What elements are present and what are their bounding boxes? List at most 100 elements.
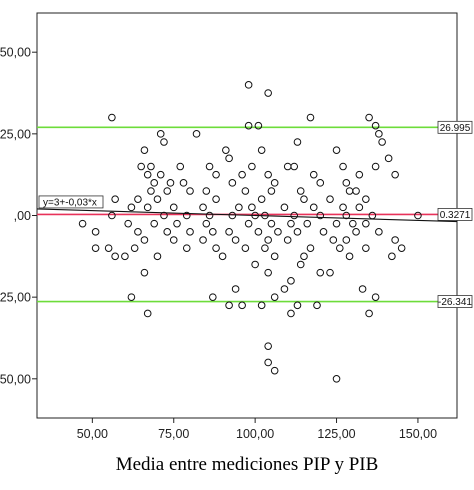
data-point xyxy=(391,170,399,179)
x-axis-label: Media entre mediciones PIP y PIB xyxy=(116,454,379,475)
reference-label: -26.341 xyxy=(438,297,472,308)
data-point xyxy=(264,268,272,277)
data-point xyxy=(300,252,308,261)
data-point xyxy=(306,113,315,122)
data-point xyxy=(209,228,217,236)
x-tick-label: 75,00 xyxy=(158,427,189,441)
data-point xyxy=(160,211,168,220)
data-point xyxy=(140,236,149,244)
data-point xyxy=(375,130,383,138)
data-point xyxy=(111,252,119,261)
data-point xyxy=(124,219,132,228)
data-point xyxy=(238,301,246,310)
data-point xyxy=(228,211,237,220)
data-point xyxy=(319,228,328,236)
y-tick-label: -50,00 xyxy=(0,372,31,386)
data-point xyxy=(202,219,211,228)
data-point xyxy=(316,211,325,220)
data-point xyxy=(296,260,305,269)
data-point xyxy=(127,203,136,212)
data-point xyxy=(231,285,240,293)
reference-lines: 26.995 0.3271 -26.341 xyxy=(37,120,473,308)
data-point xyxy=(143,170,152,179)
regression-line xyxy=(36,208,458,223)
data-point xyxy=(78,219,87,228)
data-point xyxy=(140,268,149,277)
y-tick-label: 25,00 xyxy=(0,127,31,141)
data-point xyxy=(332,146,341,154)
data-point xyxy=(316,179,325,187)
data-point xyxy=(368,211,377,220)
reference-label: 0.3271 xyxy=(440,210,471,221)
reference-label-box xyxy=(437,208,473,221)
data-point xyxy=(371,162,380,171)
data-point xyxy=(153,252,162,261)
data-point xyxy=(362,195,370,203)
data-point xyxy=(349,219,357,228)
data-point xyxy=(166,179,175,187)
data-point xyxy=(264,342,272,350)
y-tick-label: -25,00 xyxy=(0,291,31,305)
data-point xyxy=(414,211,422,220)
data-point xyxy=(332,219,341,228)
data-point xyxy=(186,228,194,236)
data-point xyxy=(300,195,308,203)
data-point xyxy=(235,203,243,212)
data-point xyxy=(150,219,159,228)
y-axis-ticks: 50,00 25,00 ,00 -25,00 -50,00 xyxy=(0,46,37,386)
data-point xyxy=(296,187,305,195)
data-point xyxy=(283,236,292,244)
data-point xyxy=(371,293,380,301)
data-point xyxy=(225,228,233,236)
data-point xyxy=(316,268,325,277)
data-point xyxy=(274,228,282,236)
data-point xyxy=(326,195,334,203)
data-point xyxy=(186,187,194,195)
fit-line-group: y=3+-0,03*x xyxy=(36,195,458,223)
data-point xyxy=(244,81,253,89)
data-point xyxy=(147,162,155,171)
data-point xyxy=(270,293,279,301)
data-point xyxy=(182,211,191,220)
data-point xyxy=(150,179,159,187)
regression-equation: y=3+-0,03*x xyxy=(43,197,97,208)
data-point xyxy=(257,301,266,310)
data-point xyxy=(173,219,181,228)
data-point xyxy=(241,244,250,252)
data-point xyxy=(169,236,178,244)
data-point xyxy=(287,277,295,285)
data-points xyxy=(78,81,422,383)
x-tick-label: 150,00 xyxy=(399,427,437,441)
equation-box xyxy=(38,195,104,209)
data-point xyxy=(388,252,396,261)
data-point xyxy=(365,113,373,122)
data-point xyxy=(231,236,240,244)
data-point xyxy=(134,195,142,203)
data-point xyxy=(270,366,279,375)
data-point xyxy=(127,293,136,301)
data-point xyxy=(202,187,211,195)
data-point xyxy=(241,187,250,195)
data-point xyxy=(248,203,256,212)
data-point xyxy=(270,252,279,261)
data-point xyxy=(91,228,100,236)
data-point xyxy=(355,170,364,179)
data-point xyxy=(254,121,263,130)
data-point xyxy=(248,162,256,171)
data-point xyxy=(134,228,142,236)
data-point xyxy=(313,301,321,310)
data-point xyxy=(270,179,279,187)
data-point xyxy=(121,252,129,261)
data-point xyxy=(293,138,302,146)
data-point xyxy=(143,203,152,212)
data-point xyxy=(199,203,207,212)
data-point xyxy=(179,179,188,187)
data-point xyxy=(163,187,172,195)
data-point xyxy=(267,219,276,228)
data-point xyxy=(257,195,266,203)
data-point xyxy=(143,309,152,318)
x-tick-label: 50,00 xyxy=(77,427,108,441)
data-point xyxy=(156,130,165,138)
data-point xyxy=(244,219,253,228)
